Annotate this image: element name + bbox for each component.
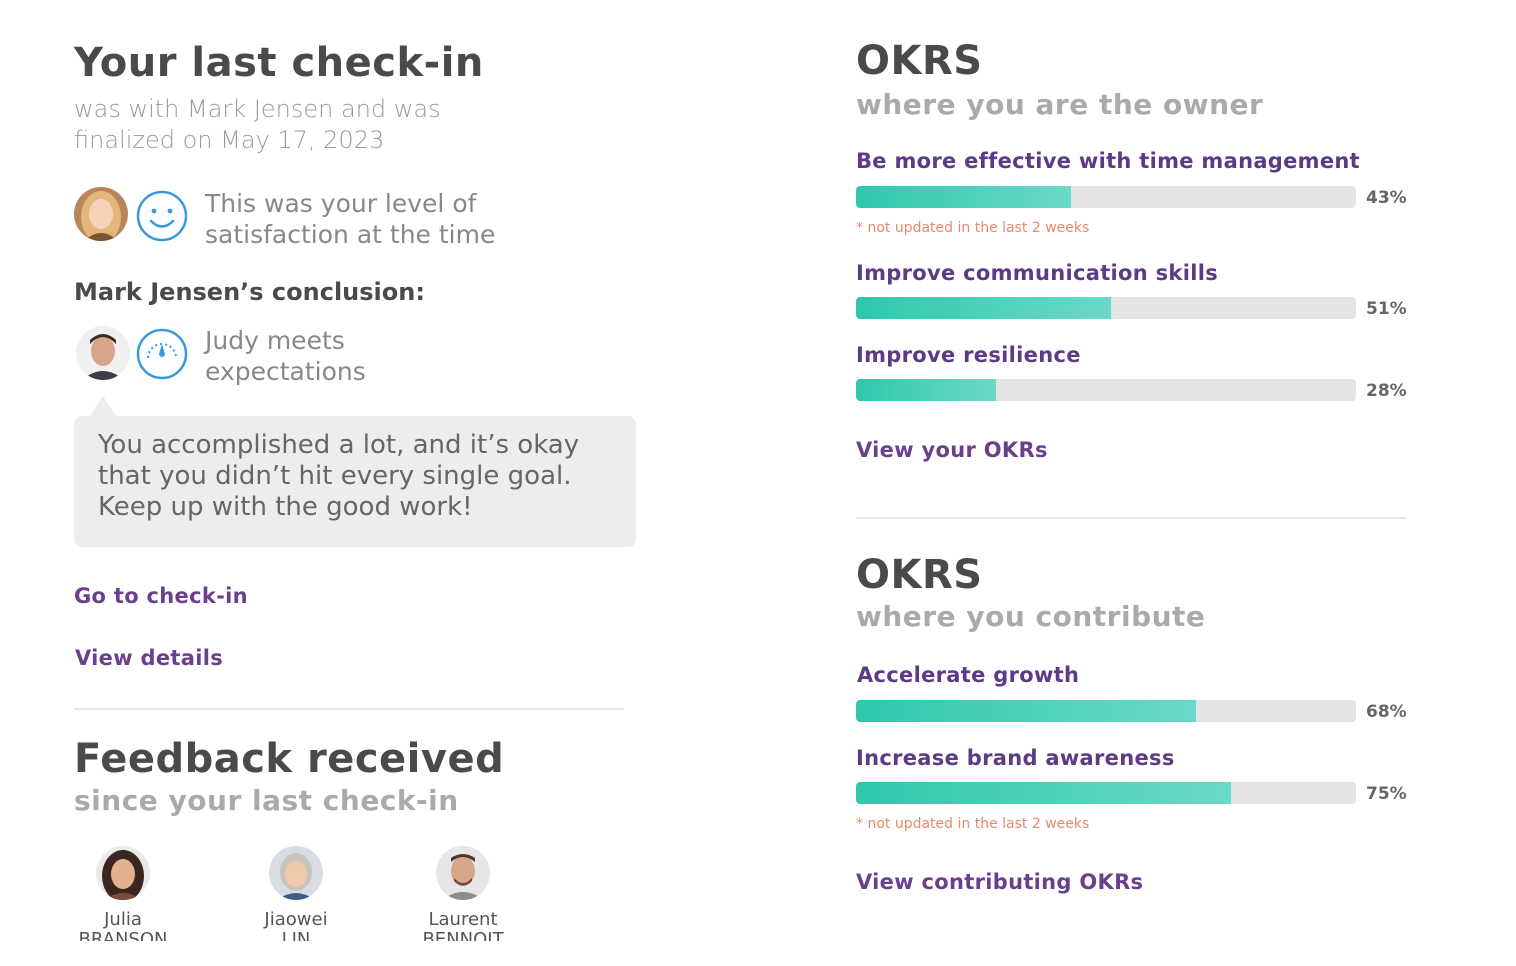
okrs-contrib-title: OKRS bbox=[856, 552, 983, 598]
message-line3: Keep up with the good work! bbox=[98, 492, 473, 522]
avatar-judy bbox=[74, 187, 128, 241]
okr-title[interactable]: Increase brand awareness bbox=[856, 746, 1175, 770]
okr-progress-fill bbox=[856, 700, 1196, 722]
view-details-link[interactable]: View details bbox=[75, 646, 224, 670]
view-your-okrs-link[interactable]: View your OKRs bbox=[856, 438, 1048, 462]
okr-percent: 75% bbox=[1366, 784, 1407, 804]
right-divider bbox=[856, 517, 1406, 519]
feedback-last-name: BRANSON bbox=[78, 929, 168, 942]
okr-progress-fill bbox=[856, 782, 1231, 804]
avatar-julia bbox=[96, 846, 150, 900]
okr-progress-fill bbox=[856, 186, 1071, 208]
bubble-pointer bbox=[90, 396, 116, 416]
okrs-owner-subtitle: where you are the owner bbox=[856, 88, 1264, 121]
conclusion-line2: expectations bbox=[205, 357, 366, 386]
okr-progress-bar bbox=[856, 186, 1356, 208]
okr-percent: 51% bbox=[1366, 299, 1407, 319]
okr-title[interactable]: Improve communication skills bbox=[856, 261, 1218, 285]
feedback-last-name: BENNOIT bbox=[422, 929, 504, 942]
checkin-title: Your last check-in bbox=[74, 40, 484, 86]
okr-progress-bar bbox=[856, 297, 1356, 319]
okr-percent: 28% bbox=[1366, 381, 1407, 401]
okr-progress-bar bbox=[856, 700, 1356, 722]
avatar-jiaowei bbox=[269, 846, 323, 900]
okr-title[interactable]: Be more effective with time management bbox=[856, 149, 1360, 173]
feedback-first-name: Laurent bbox=[428, 909, 498, 930]
checkin-subtitle: was with Mark Jensen and was finalized o… bbox=[74, 94, 441, 156]
okr-warning: * not updated in the last 2 weeks bbox=[856, 816, 1090, 832]
conclusion-text: Judy meets expectations bbox=[205, 325, 366, 387]
satisfaction-line1: This was your level of bbox=[205, 189, 477, 218]
feedback-person[interactable]: Laurent BENNOIT bbox=[408, 846, 518, 941]
satisfaction-line2: satisfaction at the time bbox=[205, 220, 496, 249]
feedback-last-name: LIN bbox=[281, 929, 311, 942]
feedback-subtitle: since your last check-in bbox=[74, 784, 459, 817]
okr-title[interactable]: Accelerate growth bbox=[857, 663, 1080, 687]
okr-warning: * not updated in the last 2 weeks bbox=[856, 220, 1090, 236]
conclusion-label: Mark Jensen’s conclusion: bbox=[74, 278, 425, 306]
okr-percent: 43% bbox=[1366, 188, 1407, 208]
satisfaction-text: This was your level of satisfaction at t… bbox=[205, 188, 495, 250]
feedback-person[interactable]: Julia BRANSON bbox=[68, 846, 178, 941]
okr-progress-bar bbox=[856, 782, 1356, 804]
okr-percent: 68% bbox=[1366, 702, 1407, 722]
avatar-mark bbox=[76, 326, 130, 380]
left-divider bbox=[74, 708, 624, 710]
okrs-contrib-subtitle: where you contribute bbox=[856, 600, 1206, 633]
okrs-owner-title: OKRS bbox=[856, 38, 983, 84]
feedback-title: Feedback received bbox=[74, 736, 505, 782]
avatar-laurent bbox=[436, 846, 490, 900]
go-to-checkin-link[interactable]: Go to check-in bbox=[74, 584, 248, 608]
okr-progress-bar bbox=[856, 379, 1356, 401]
okr-title[interactable]: Improve resilience bbox=[856, 343, 1081, 367]
conclusion-line1: Judy meets bbox=[205, 326, 345, 355]
feedback-person[interactable]: Jiaowei LIN bbox=[241, 846, 351, 941]
gauge-icon bbox=[136, 328, 188, 384]
feedback-first-name: Jiaowei bbox=[264, 909, 328, 930]
view-contributing-okrs-link[interactable]: View contributing OKRs bbox=[856, 870, 1144, 894]
message-line1: You accomplished a lot, and it’s okay bbox=[98, 430, 580, 460]
feedback-first-name: Julia bbox=[104, 909, 142, 930]
smiley-icon bbox=[136, 190, 188, 246]
okr-progress-fill bbox=[856, 379, 996, 401]
okr-progress-fill bbox=[856, 297, 1111, 319]
conclusion-message: You accomplished a lot, and it’s okay th… bbox=[74, 416, 636, 547]
message-line2: that you didn’t hit every single goal. bbox=[98, 461, 572, 491]
checkin-subtitle-line2: finalized on May 17, 2023 bbox=[74, 126, 385, 154]
checkin-subtitle-line1: was with Mark Jensen and was bbox=[74, 95, 441, 123]
